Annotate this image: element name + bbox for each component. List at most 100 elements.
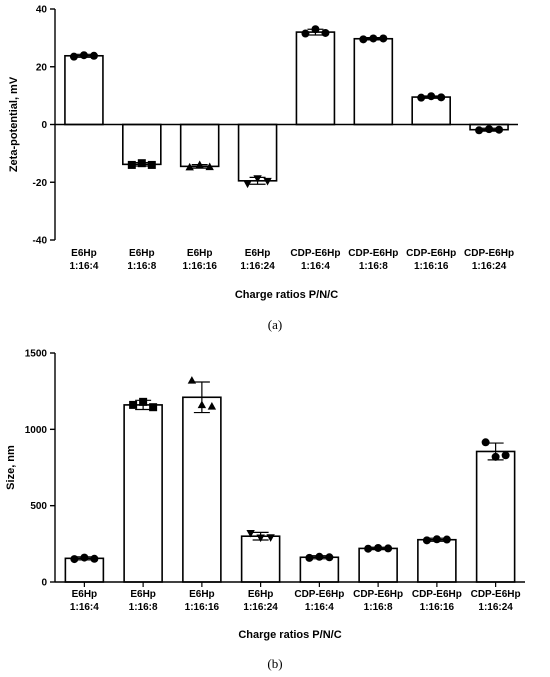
- y-tick-label: 1000: [25, 425, 48, 436]
- data-point: [256, 534, 265, 543]
- data-point: [253, 175, 262, 183]
- data-point: [149, 403, 158, 412]
- x-tick-label: 1:16:24: [478, 602, 513, 613]
- x-tick-label: CDP-E6Hp: [406, 248, 456, 259]
- data-point: [359, 35, 368, 44]
- data-point: [197, 400, 207, 409]
- bar: [353, 37, 394, 126]
- data-point: [207, 402, 217, 410]
- data-point: [475, 126, 484, 135]
- y-axis-title: Size, nm: [5, 445, 17, 490]
- data-point: [187, 376, 197, 384]
- bar: [237, 123, 278, 182]
- data-point: [301, 29, 310, 38]
- data-point: [69, 52, 78, 61]
- x-tick-label: E6Hp: [72, 589, 98, 600]
- x-tick-label: CDP-E6Hp: [464, 248, 514, 259]
- bar: [64, 557, 105, 583]
- data-point: [501, 451, 510, 460]
- zeta-potential-chart: -40 -20 0 20 40 E6Hp 1:16:4 E6Hp 1:16:8 E6Hp 1:16:…: [8, 5, 518, 332]
- x-tick-label: CDP-E6Hp: [471, 589, 521, 600]
- x-tick-label: E6Hp: [187, 248, 213, 259]
- x-tick-label: 1:16:16: [414, 261, 449, 272]
- bar: [475, 450, 516, 583]
- bar: [64, 54, 104, 126]
- bar: [358, 547, 398, 583]
- x-tick-label: E6Hp: [129, 248, 155, 259]
- y-tick-label: 500: [30, 501, 47, 512]
- data-point: [89, 51, 98, 60]
- data-point: [246, 529, 255, 538]
- y-tick-label: 20: [36, 62, 48, 73]
- x-tick-label: CDP-E6Hp: [290, 248, 340, 259]
- panel-label: (a): [268, 317, 282, 332]
- x-tick-label: 1:16:4: [305, 602, 334, 613]
- y-tick-label: 0: [41, 578, 47, 589]
- data-point: [70, 555, 79, 564]
- x-axis-title: Charge ratios P/N/C: [238, 629, 341, 641]
- data-point: [263, 177, 272, 186]
- bar: [411, 96, 451, 126]
- data-point: [427, 92, 436, 101]
- x-tick-label: E6Hp: [248, 589, 274, 600]
- x-tick-label: 1:16:8: [129, 602, 158, 613]
- data-point: [305, 553, 314, 562]
- data-point: [374, 543, 383, 552]
- data-point: [369, 34, 378, 43]
- x-tick-label: CDP-E6Hp: [294, 589, 344, 600]
- data-point: [384, 544, 393, 553]
- y-tick-label: 0: [41, 120, 47, 131]
- x-tick-label: CDP-E6Hp: [412, 589, 462, 600]
- x-tick-label: 1:16:24: [240, 261, 275, 272]
- x-axis-title: Charge ratios P/N/C: [235, 289, 338, 301]
- bar: [299, 556, 340, 583]
- bar: [123, 404, 163, 583]
- x-tick-label: E6Hp: [245, 248, 271, 259]
- data-point: [485, 125, 494, 134]
- data-point: [79, 51, 88, 60]
- data-point: [422, 536, 431, 545]
- data-point: [266, 534, 275, 542]
- data-point: [417, 93, 426, 102]
- panel-label: (b): [267, 656, 282, 671]
- data-point: [129, 400, 138, 409]
- data-point: [315, 552, 324, 561]
- size-chart: 0 500 1000 1500 E6Hp 1:16:4 E6Hp 1:16:8 E6Hp 1:16…: [5, 349, 525, 671]
- data-point: [491, 452, 500, 461]
- x-tick-label: E6Hp: [130, 589, 156, 600]
- y-tick-label: -20: [33, 178, 48, 189]
- x-tick-label: 1:16:24: [472, 261, 507, 272]
- bar: [122, 123, 162, 166]
- data-point: [432, 535, 441, 544]
- x-tick-label: 1:16:4: [69, 261, 98, 272]
- x-tick-label: 1:16:16: [182, 261, 217, 272]
- x-tick-label: 1:16:4: [70, 602, 99, 613]
- data-point: [137, 159, 146, 168]
- bar: [417, 538, 457, 583]
- x-tick-label: 1:16:16: [185, 602, 220, 613]
- data-point: [311, 25, 320, 34]
- bar: [179, 123, 220, 168]
- x-tick-label: E6Hp: [71, 248, 97, 259]
- y-axis-title: Zeta-potential, mV: [8, 76, 20, 172]
- data-point: [80, 553, 89, 562]
- data-point: [364, 544, 373, 553]
- x-tick-label: 1:16:4: [301, 261, 330, 272]
- x-tick-label: 1:16:16: [420, 602, 455, 613]
- bar: [295, 31, 336, 126]
- x-tick-label: E6Hp: [189, 589, 215, 600]
- data-point: [195, 160, 204, 169]
- data-point: [139, 397, 148, 406]
- y-tick-label: -40: [33, 236, 48, 247]
- data-point: [321, 28, 330, 37]
- x-tick-label: 1:16:24: [243, 602, 278, 613]
- data-point: [205, 162, 214, 171]
- data-point: [379, 34, 388, 43]
- x-tick-label: 1:16:8: [364, 602, 393, 613]
- bar: [182, 396, 222, 583]
- bar: [240, 535, 281, 583]
- data-point: [147, 160, 156, 169]
- data-point: [90, 554, 99, 563]
- data-point: [437, 93, 446, 102]
